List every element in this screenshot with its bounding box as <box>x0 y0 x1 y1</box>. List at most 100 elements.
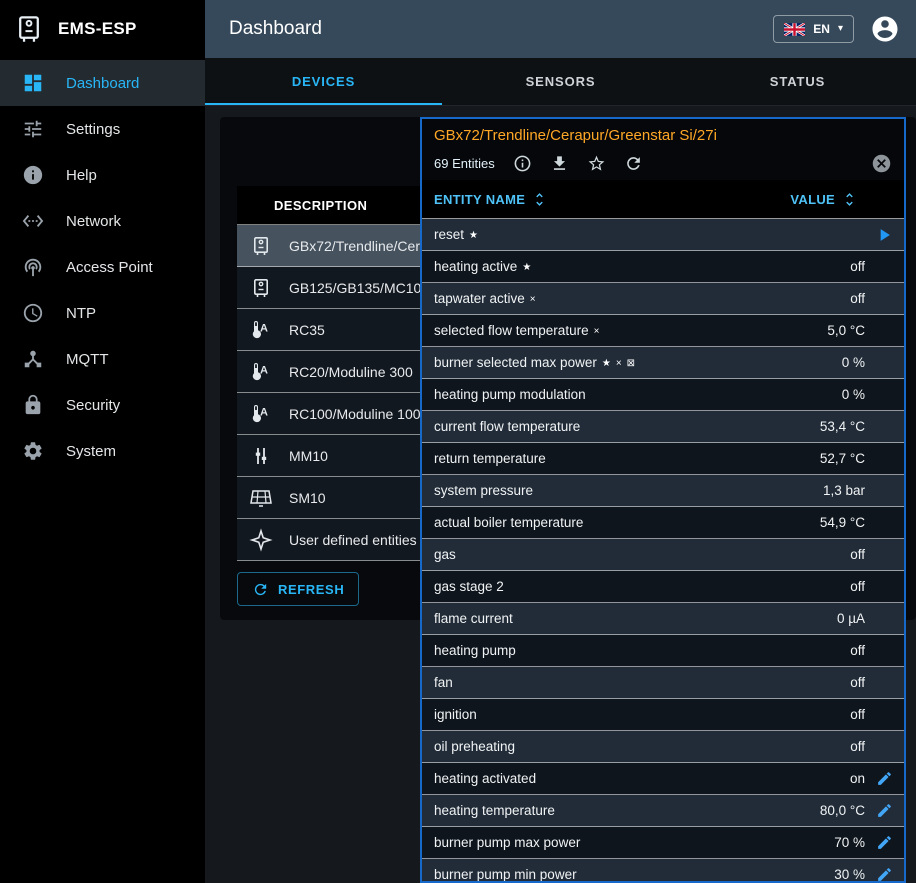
entity-name-text: fan <box>434 675 453 690</box>
info-icon[interactable] <box>513 154 532 173</box>
sidebar: EMS-ESP Dashboard Settings Help Network Acce… <box>0 0 205 883</box>
entity-name-text: heating temperature <box>434 803 555 818</box>
entity-name: gas stage 2 <box>434 579 504 594</box>
account-icon[interactable] <box>870 14 900 44</box>
entity-name: heating pump <box>434 643 516 658</box>
entity-row-burner-selected-max-power[interactable]: burner selected max power ★ × ⊠ 0 % <box>422 347 904 379</box>
entity-row-gas[interactable]: gas off <box>422 539 904 571</box>
play-icon[interactable] <box>874 225 894 245</box>
close-icon[interactable] <box>871 153 892 174</box>
entity-name: burner selected max power ★ × ⊠ <box>434 355 635 370</box>
entity-row-heating-pump-modulation[interactable]: heating pump modulation 0 % <box>422 379 904 411</box>
sidebar-item-dashboard[interactable]: Dashboard <box>0 60 205 106</box>
entity-value: 0 % <box>841 355 865 370</box>
device-label: RC100/Moduline 100 <box>289 405 421 422</box>
sort-icon[interactable] <box>531 191 548 208</box>
tab-devices[interactable]: DEVICES <box>205 58 442 105</box>
entity-action-slot <box>869 576 899 598</box>
entity-name-column-header[interactable]: ENTITY NAME <box>434 191 548 208</box>
entity-name-text: actual boiler temperature <box>434 515 584 530</box>
download-icon[interactable] <box>550 154 569 173</box>
entity-name-text: burner pump max power <box>434 835 581 850</box>
sidebar-menu: Dashboard Settings Help Network Access Point… <box>0 58 205 474</box>
sidebar-item-system[interactable]: System <box>0 428 205 474</box>
entity-row-heating-pump[interactable]: heating pump off <box>422 635 904 667</box>
svg-text:A: A <box>260 406 268 418</box>
tab-sensors[interactable]: SENSORS <box>525 74 596 89</box>
star-outline-icon[interactable] <box>587 154 606 173</box>
cross-icon: × <box>593 326 600 337</box>
entity-name-text: system pressure <box>434 483 534 498</box>
sidebar-item-ntp[interactable]: NTP <box>0 290 205 336</box>
custom-icon <box>249 527 273 552</box>
refresh-icon[interactable] <box>624 154 643 173</box>
entity-name-column-label: ENTITY NAME <box>434 191 526 207</box>
pencil-icon[interactable] <box>876 802 893 819</box>
value-column-header[interactable]: VALUE <box>790 191 858 208</box>
pencil-icon[interactable] <box>876 834 893 851</box>
sort-icon[interactable] <box>841 191 858 208</box>
uk-flag-icon <box>784 22 806 36</box>
entity-value: off <box>850 291 865 306</box>
sidebar-item-access-point[interactable]: Access Point <box>0 244 205 290</box>
sidebar-item-label: Access Point <box>66 258 153 276</box>
entity-row-burner-pump-max-power[interactable]: burner pump max power 70 % <box>422 827 904 859</box>
entity-name-text: heating pump <box>434 643 516 658</box>
entity-name: ignition <box>434 707 477 722</box>
entity-action-slot <box>869 352 899 374</box>
entity-row-reset[interactable]: reset ★ <box>422 219 904 251</box>
entity-value: 80,0 °C <box>819 803 865 818</box>
sidebar-item-label: Security <box>66 396 121 414</box>
entity-name: heating temperature <box>434 803 555 818</box>
entity-action-slot <box>869 512 899 534</box>
entity-row-current-flow-temperature[interactable]: current flow temperature 53,4 °C <box>422 411 904 443</box>
entity-row-tapwater-active[interactable]: tapwater active × off <box>422 283 904 315</box>
cross-icon: × <box>615 358 622 369</box>
dialog-title: GBx72/Trendline/Cerapur/Greenstar Si/27i <box>434 127 717 144</box>
entity-row-burner-pump-min-power[interactable]: burner pump min power 30 % <box>422 859 904 881</box>
dashboard-icon <box>22 72 44 94</box>
entity-name: burner pump max power <box>434 835 580 850</box>
star-icon: ★ <box>601 358 611 369</box>
entity-row-ignition[interactable]: ignition off <box>422 699 904 731</box>
entity-row-actual-boiler-temperature[interactable]: actual boiler temperature 54,9 °C <box>422 507 904 539</box>
entity-action-slot <box>869 480 899 502</box>
entity-row-heating-activated[interactable]: heating activated on <box>422 763 904 795</box>
entity-row-heating-temperature[interactable]: heating temperature 80,0 °C <box>422 795 904 827</box>
sidebar-item-mqtt[interactable]: MQTT <box>0 336 205 382</box>
entities-count: 69 Entities <box>434 155 495 171</box>
sidebar-item-help[interactable]: Help <box>0 152 205 198</box>
entity-row-heating-active[interactable]: heating active ★ off <box>422 251 904 283</box>
entity-row-oil-preheating[interactable]: oil preheating off <box>422 731 904 763</box>
sidebar-item-security[interactable]: Security <box>0 382 205 428</box>
sidebar-item-label: Network <box>66 212 122 230</box>
entity-row-gas-stage-2[interactable]: gas stage 2 off <box>422 571 904 603</box>
entity-value: off <box>850 675 865 690</box>
entity-name-text: reset <box>434 227 465 242</box>
language-selector[interactable]: EN ▾ <box>773 15 854 43</box>
tab-status[interactable]: STATUS <box>769 74 826 89</box>
entity-name-text: tapwater active <box>434 291 525 306</box>
entity-row-return-temperature[interactable]: return temperature 52,7 °C <box>422 443 904 475</box>
entity-row-flame-current[interactable]: flame current 0 µA <box>422 603 904 635</box>
entity-action-slot <box>869 608 899 630</box>
entity-value: off <box>850 259 865 274</box>
pencil-icon[interactable] <box>876 770 893 787</box>
refresh-button[interactable]: REFRESH <box>237 572 360 606</box>
entity-name: reset ★ <box>434 227 478 242</box>
entity-action-slot <box>869 544 899 566</box>
wifi-tethering-icon <box>22 256 44 278</box>
sidebar-item-network[interactable]: Network <box>0 198 205 244</box>
entity-row-system-pressure[interactable]: system pressure 1,3 bar <box>422 475 904 507</box>
sidebar-item-settings[interactable]: Settings <box>0 106 205 152</box>
entity-row-selected-flow-temperature[interactable]: selected flow temperature × 5,0 °C <box>422 315 904 347</box>
device-label: GB125/GB135/MC10 <box>289 279 422 296</box>
entity-name: heating active ★ <box>434 259 531 274</box>
entity-row-fan[interactable]: fan off <box>422 667 904 699</box>
device-label: RC20/Moduline 300 <box>289 363 413 380</box>
pencil-icon[interactable] <box>876 866 893 881</box>
entity-name: system pressure <box>434 483 533 498</box>
lock-icon <box>22 394 44 416</box>
entity-action-slot <box>869 416 899 438</box>
entity-action-slot <box>869 384 899 406</box>
